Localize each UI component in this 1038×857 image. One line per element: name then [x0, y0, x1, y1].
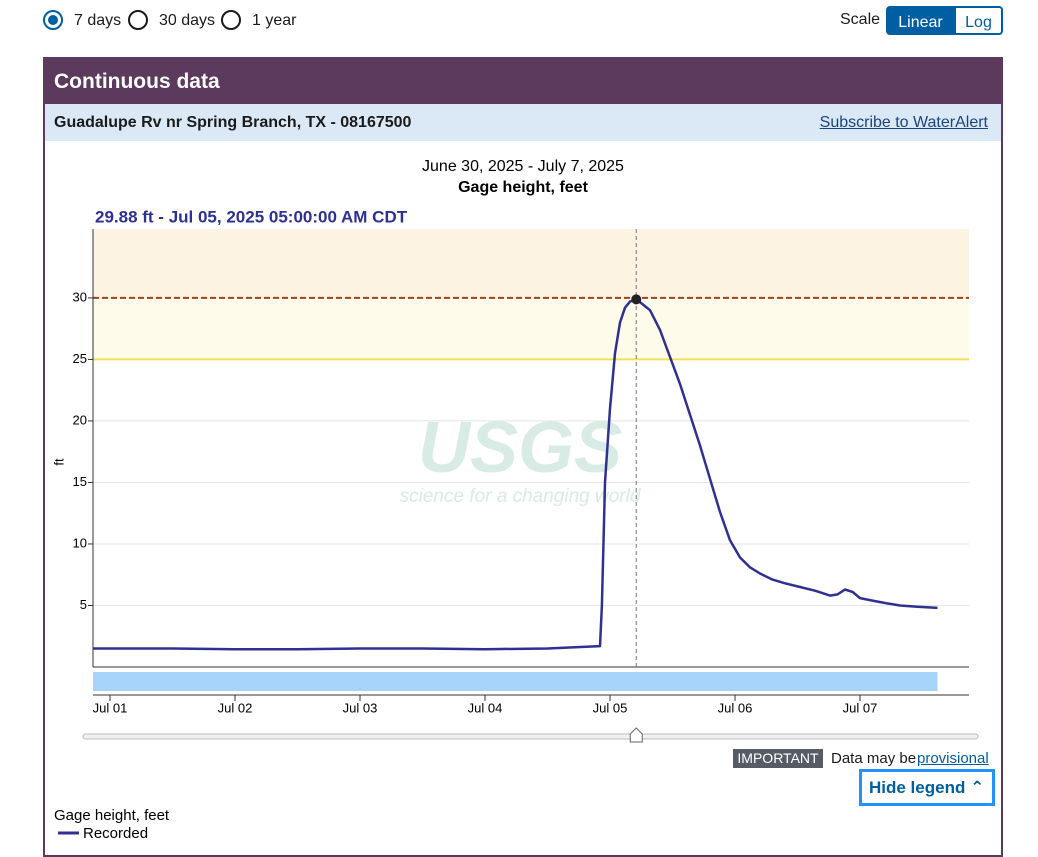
x-tick-label: Jul 02	[218, 700, 253, 715]
cursor-point	[631, 294, 642, 305]
panel-title: Continuous data	[43, 57, 1003, 104]
legend-entry: Recorded	[83, 825, 148, 842]
period-label[interactable]: 7 days	[74, 12, 122, 29]
watermark-tagline: science for a changing world	[400, 486, 642, 507]
log-button[interactable]: Log	[954, 6, 1003, 35]
x-tick-label: Jul 07	[843, 700, 878, 715]
notice-text: Data may be	[831, 750, 917, 767]
y-axis-label: ft	[51, 458, 66, 466]
chart-title: June 30, 2025 - July 7, 2025	[422, 158, 624, 175]
brush-bar	[93, 672, 938, 691]
x-tick-label: Jul 04	[468, 700, 503, 715]
important-badge: IMPORTANT	[733, 749, 823, 768]
linear-button[interactable]: Linear	[886, 6, 955, 35]
site-bar: Guadalupe Rv nr Spring Branch, TX - 0816…	[45, 104, 1001, 141]
subscribe-link[interactable]: Subscribe to WaterAlert	[819, 114, 988, 131]
slider-handle	[629, 727, 643, 743]
threshold-band	[93, 297, 969, 360]
threshold-band	[93, 229, 969, 298]
watermark-logo: USGS	[418, 408, 622, 488]
y-tick-label: 15	[73, 474, 87, 489]
data-line	[93, 298, 938, 651]
x-tick-label: Jul 05	[593, 700, 628, 715]
y-tick-label: 30	[73, 289, 87, 304]
radio[interactable]	[221, 10, 241, 30]
y-tick-label: 25	[73, 351, 87, 366]
site-name: Guadalupe Rv nr Spring Branch, TX - 0816…	[54, 114, 412, 131]
radio-selected[interactable]	[43, 10, 63, 30]
x-tick-label: Jul 03	[343, 700, 378, 715]
y-tick-label: 5	[80, 597, 87, 612]
x-tick-label: Jul 06	[718, 700, 753, 715]
y-tick-label: 10	[73, 535, 87, 550]
x-tick-label: Jul 01	[93, 700, 128, 715]
period-label[interactable]: 30 days	[159, 12, 216, 29]
period-label[interactable]: 1 year	[252, 12, 297, 29]
legend-title: Gage height, feet	[54, 807, 170, 824]
hide-legend-text[interactable]: Hide legend	[869, 778, 966, 797]
tooltip-text: 29.88 ft - Jul 05, 2025 05:00:00 AM CDT	[95, 207, 408, 226]
chart-subtitle: Gage height, feet	[458, 179, 588, 196]
radio[interactable]	[128, 10, 148, 30]
slider-track	[82, 733, 979, 740]
y-tick-label: 20	[73, 412, 87, 427]
hide-legend-button[interactable]: Hide legend ⌃	[859, 769, 995, 806]
provisional-link[interactable]: provisional	[917, 750, 989, 767]
scale-label: Scale	[840, 11, 881, 28]
